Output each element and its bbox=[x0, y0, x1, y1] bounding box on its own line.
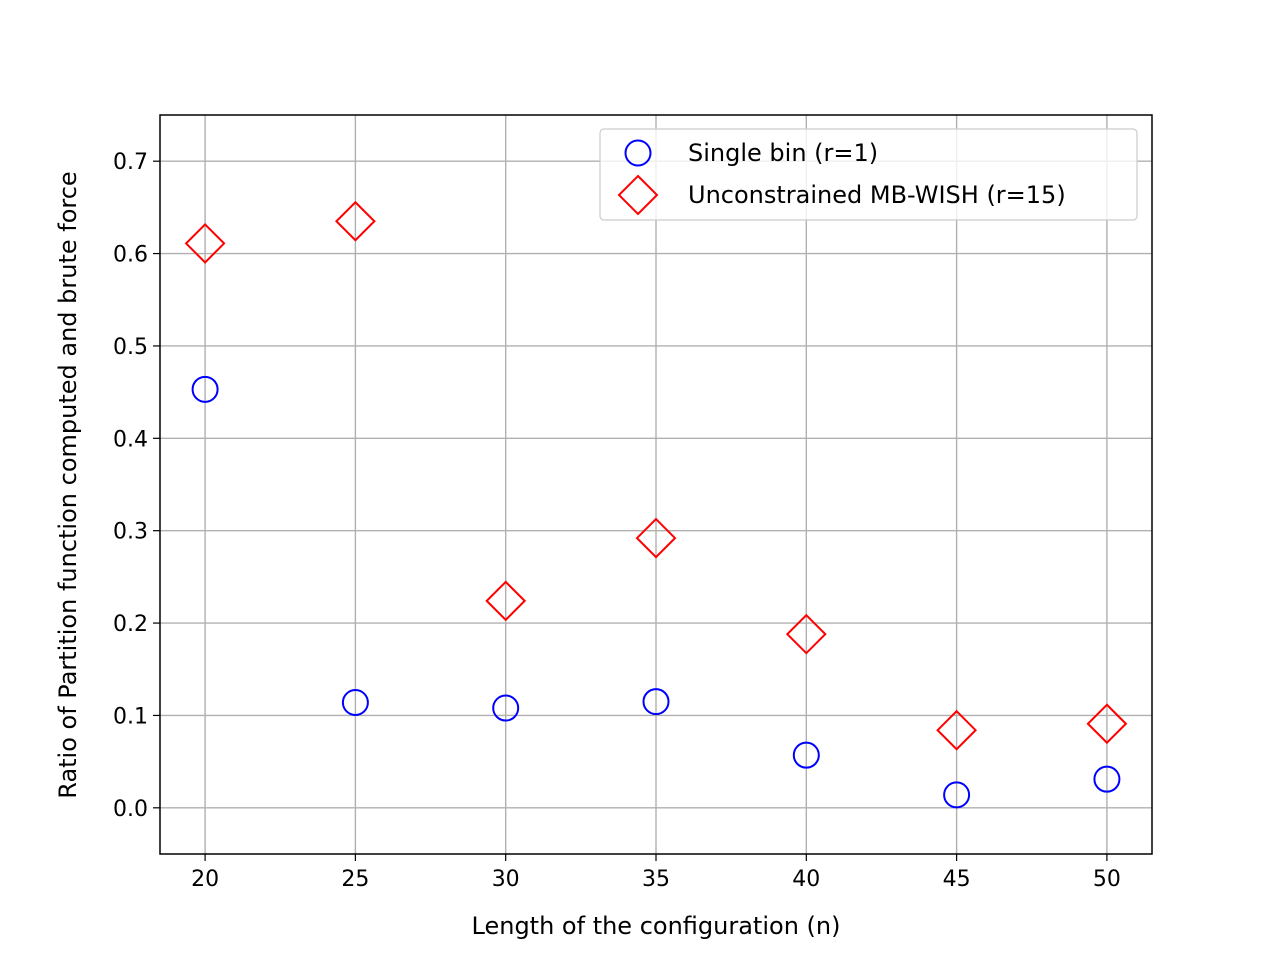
legend-box bbox=[599, 128, 1138, 221]
diamond-point bbox=[1086, 703, 1128, 745]
y-tick-label: 0.7 bbox=[113, 150, 148, 175]
circle-point bbox=[642, 688, 670, 716]
diamond-point bbox=[334, 200, 376, 242]
legend-item-single-bin: Single bin (r=1) bbox=[624, 139, 878, 167]
y-tick-label: 0.3 bbox=[113, 520, 148, 545]
legend-label-single-bin: Single bin (r=1) bbox=[688, 139, 878, 167]
series-single-bin bbox=[191, 375, 1121, 809]
legend-label-mb-wish: Unconstrained MB-WISH (r=15) bbox=[688, 181, 1066, 209]
x-tick-label: 25 bbox=[341, 867, 369, 892]
series-mb-wish bbox=[184, 200, 1128, 751]
grid-lines bbox=[160, 115, 1152, 854]
y-axis-label: Ratio of Partition function computed and… bbox=[54, 171, 82, 798]
diamond-point bbox=[785, 613, 827, 655]
x-tick-label: 50 bbox=[1093, 867, 1121, 892]
diamond-point bbox=[936, 709, 978, 751]
y-tick-label: 0.4 bbox=[113, 427, 148, 452]
x-axis-label: Length of the configuration (n) bbox=[472, 912, 841, 940]
circle-point bbox=[792, 741, 820, 769]
diamond-point bbox=[184, 222, 226, 264]
circle-point bbox=[943, 781, 971, 809]
circle-point bbox=[191, 375, 219, 403]
axis-tick-labels: 20 25 30 35 40 45 50 0.0 0.1 0.2 0.3 0.4 0.5 0.6 0.7 bbox=[113, 150, 1121, 892]
circle-point bbox=[341, 689, 369, 717]
y-tick-label: 0.0 bbox=[113, 797, 148, 822]
x-tick-label: 45 bbox=[943, 867, 971, 892]
legend-marker-diamond bbox=[617, 174, 659, 216]
x-tick-label: 35 bbox=[642, 867, 670, 892]
diamond-point bbox=[485, 580, 527, 622]
x-tick-label: 20 bbox=[191, 867, 219, 892]
legend: Single bin (r=1) Unconstrained MB-WISH (… bbox=[599, 128, 1138, 221]
legend-item-mb-wish: Unconstrained MB-WISH (r=15) bbox=[617, 174, 1066, 216]
circle-point bbox=[492, 694, 520, 722]
data-points bbox=[184, 200, 1128, 809]
y-tick-label: 0.6 bbox=[113, 243, 148, 268]
y-tick-label: 0.5 bbox=[113, 335, 148, 360]
legend-circle-marker bbox=[624, 139, 652, 167]
x-tick-label: 40 bbox=[792, 867, 820, 892]
legend-diamond-marker bbox=[617, 174, 659, 216]
circle-point bbox=[1093, 765, 1121, 793]
y-tick-label: 0.2 bbox=[113, 612, 148, 637]
axis-ticks bbox=[153, 160, 1108, 861]
legend-marker-circle bbox=[624, 139, 652, 167]
x-tick-label: 30 bbox=[492, 867, 520, 892]
diamond-point bbox=[635, 517, 677, 559]
y-tick-label: 0.1 bbox=[113, 704, 148, 729]
